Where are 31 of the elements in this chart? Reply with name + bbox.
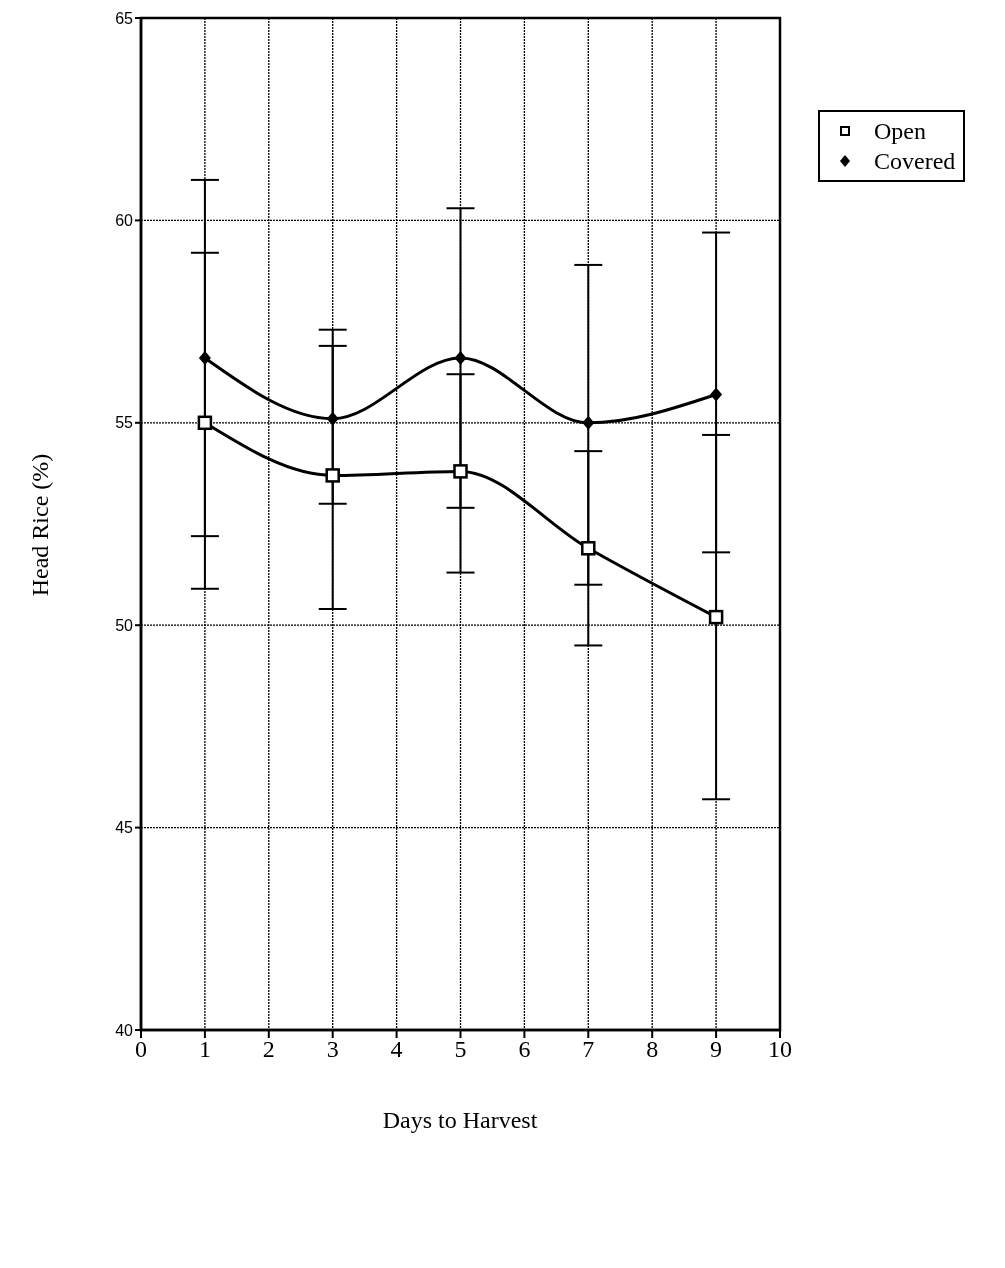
y-tick-label: 50 [115,616,134,634]
legend-label: Covered [874,147,956,176]
y-tick-label: 65 [115,9,134,27]
x-tick-label: 5 [454,1036,467,1063]
point [581,541,596,556]
point [708,609,724,625]
point [710,387,723,402]
x-tick-label: 1 [198,1036,211,1063]
x-tick-label: 9 [710,1036,723,1063]
point [198,351,211,366]
point [197,415,213,431]
point [326,411,339,426]
point [453,464,468,479]
x-tick-label: 0 [135,1036,147,1063]
point [454,351,467,366]
x-tick-label: 4 [390,1036,403,1063]
x-tick-label: 10 [768,1036,792,1063]
y-tick-label: 45 [115,819,134,837]
x-tick-label: 7 [582,1036,595,1063]
x-axis-title: Days to Harvest [382,1106,538,1134]
x-tick-label: 8 [646,1036,659,1063]
y-tick-label: 55 [115,414,134,432]
point [325,468,340,483]
legend-label: Open [874,117,926,146]
x-tick-label: 2 [262,1036,275,1063]
point [582,415,595,430]
y-tick-label: 60 [115,212,134,230]
x-tick-label: 6 [518,1036,531,1063]
y-axis-title: Head Rice (%) [26,453,54,597]
x-tick-label: 3 [326,1036,339,1063]
y-tick-label: 40 [115,1021,134,1039]
